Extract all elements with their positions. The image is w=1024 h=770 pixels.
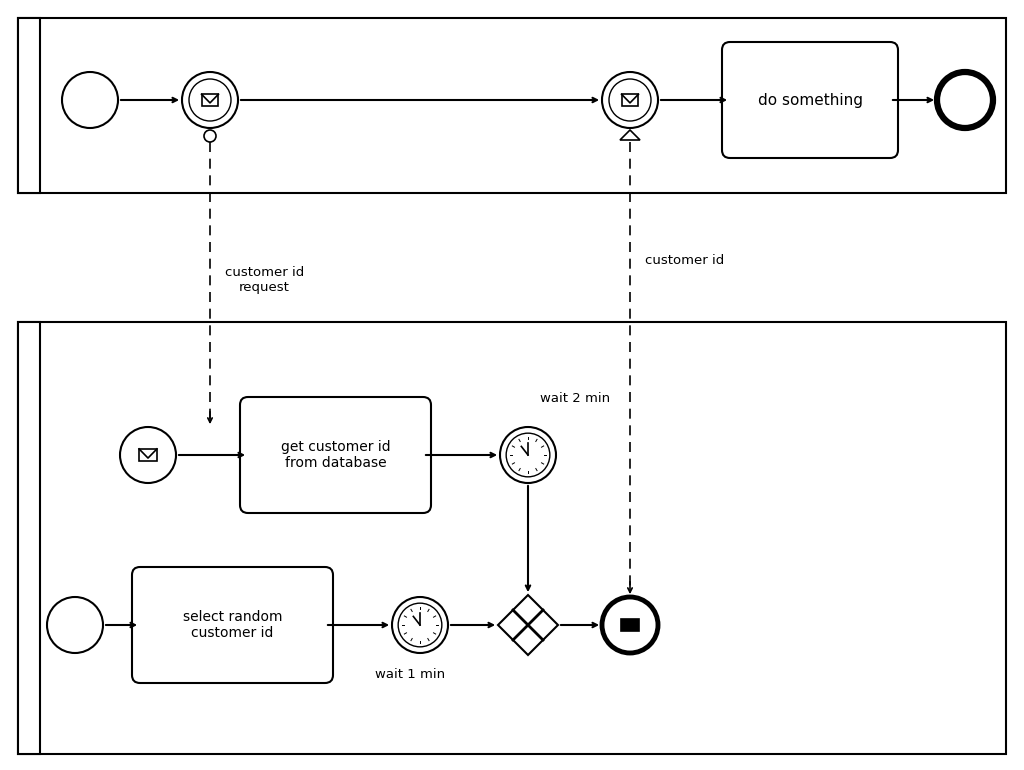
Circle shape	[609, 79, 651, 121]
Polygon shape	[498, 595, 558, 655]
FancyBboxPatch shape	[722, 42, 898, 158]
Circle shape	[182, 72, 238, 128]
Circle shape	[47, 597, 103, 653]
FancyBboxPatch shape	[132, 567, 333, 683]
Bar	[202, 94, 218, 105]
FancyBboxPatch shape	[240, 397, 431, 513]
Text: customer id
request: customer id request	[225, 266, 304, 294]
Circle shape	[937, 72, 993, 128]
Bar	[18, 18, 1006, 193]
Circle shape	[500, 427, 556, 483]
Text: wait 2 min: wait 2 min	[540, 392, 610, 405]
Circle shape	[398, 603, 441, 647]
Bar	[18, 322, 1006, 754]
Circle shape	[392, 597, 449, 653]
Circle shape	[602, 72, 658, 128]
Circle shape	[120, 427, 176, 483]
Text: select random
customer id: select random customer id	[182, 610, 283, 640]
Bar	[18, 322, 40, 754]
Bar	[622, 619, 639, 631]
Text: customer id: customer id	[645, 253, 724, 266]
Circle shape	[62, 72, 118, 128]
Text: wait 1 min: wait 1 min	[375, 668, 445, 681]
Circle shape	[506, 434, 550, 477]
Bar	[139, 449, 157, 461]
Bar	[622, 94, 639, 105]
Text: do something: do something	[758, 92, 862, 108]
Text: get customer id
from database: get customer id from database	[281, 440, 390, 470]
Circle shape	[189, 79, 231, 121]
Circle shape	[204, 130, 216, 142]
Bar	[18, 18, 40, 193]
Circle shape	[602, 597, 658, 653]
